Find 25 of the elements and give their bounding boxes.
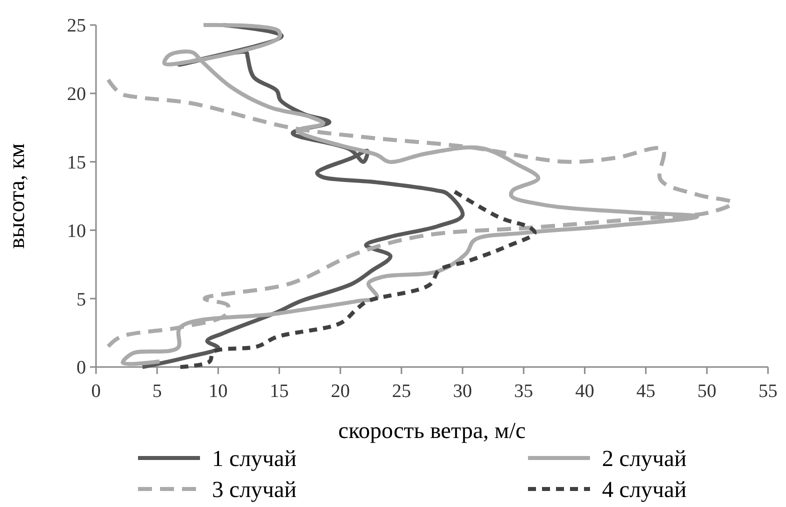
x-tick-label: 55 bbox=[758, 381, 778, 402]
y-tick-label: 5 bbox=[76, 289, 86, 310]
x-tick-label: 0 bbox=[91, 381, 101, 402]
y-axis-title: высота, км bbox=[4, 142, 29, 249]
y-tick-label: 20 bbox=[67, 84, 86, 106]
x-tick-label: 35 bbox=[514, 381, 534, 402]
x-tick-label: 45 bbox=[636, 381, 656, 402]
line-series bbox=[178, 188, 537, 369]
x-tick-label: 5 bbox=[152, 381, 162, 402]
y-tick-label: 25 bbox=[67, 16, 86, 37]
x-tick-label: 20 bbox=[330, 381, 350, 402]
x-tick-label: 40 bbox=[575, 381, 594, 402]
x-tick-label: 10 bbox=[208, 381, 228, 402]
x-tick-label: 25 bbox=[392, 381, 411, 402]
legend-label: 1 случай bbox=[212, 446, 297, 472]
legend-label: 4 случай bbox=[602, 477, 687, 502]
y-tick-label: 15 bbox=[67, 152, 86, 174]
y-tick-label: 0 bbox=[76, 358, 86, 379]
x-tick-label: 15 bbox=[270, 381, 289, 402]
x-axis-title: скорость ветра, м/с bbox=[338, 418, 526, 443]
x-tick-label: 30 bbox=[453, 381, 472, 402]
legend-label: 2 случай bbox=[602, 446, 687, 472]
y-tick-label: 10 bbox=[67, 220, 86, 242]
legend-label: 3 случай bbox=[212, 477, 297, 502]
x-tick-label: 50 bbox=[697, 381, 716, 402]
